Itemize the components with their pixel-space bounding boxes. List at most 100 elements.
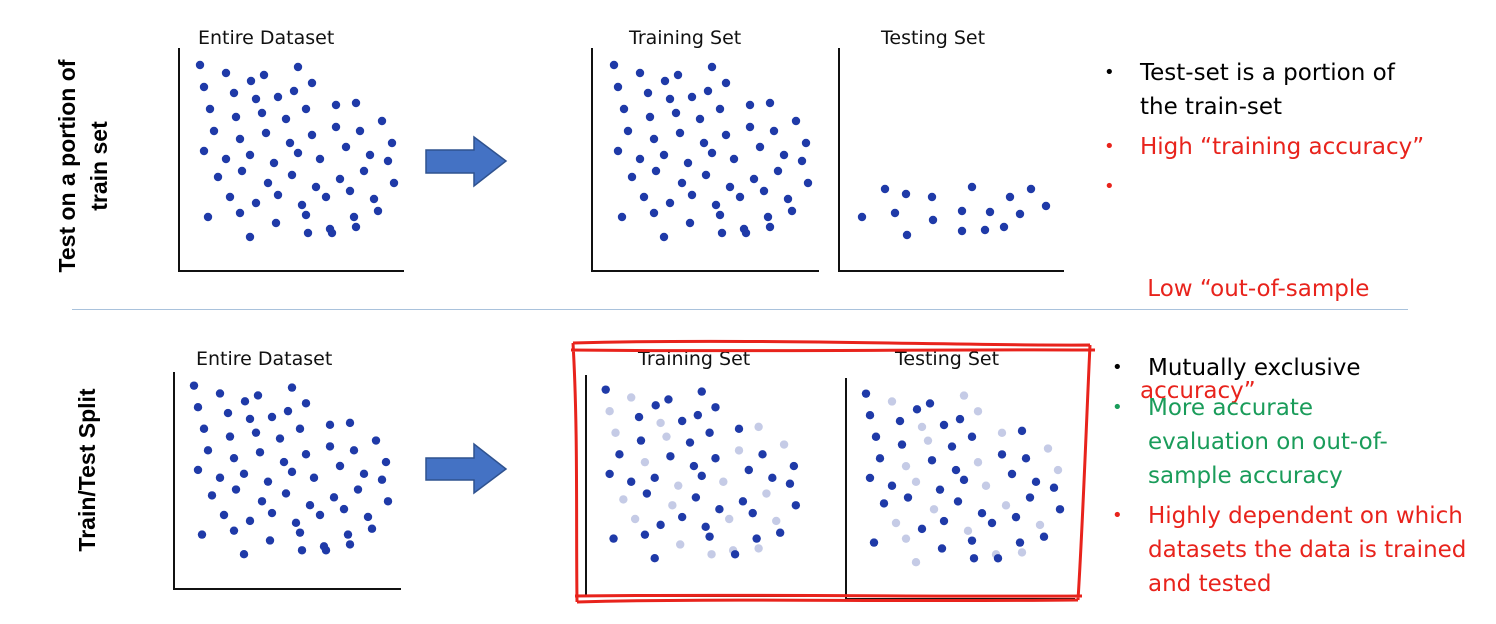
data-point bbox=[223, 408, 233, 418]
data-point bbox=[363, 512, 373, 522]
data-point bbox=[387, 138, 397, 148]
top-training-axes bbox=[591, 48, 819, 272]
data-point bbox=[265, 536, 275, 545]
data-point bbox=[1031, 477, 1041, 487]
data-point bbox=[287, 467, 297, 477]
data-point bbox=[257, 497, 267, 506]
data-point bbox=[303, 228, 313, 238]
data-point bbox=[947, 442, 957, 451]
data-point bbox=[371, 436, 381, 445]
data-point bbox=[605, 407, 614, 416]
data-point bbox=[246, 76, 256, 86]
data-point bbox=[240, 397, 250, 406]
data-point bbox=[977, 509, 987, 518]
data-point bbox=[911, 477, 921, 487]
data-point bbox=[615, 450, 624, 459]
data-point bbox=[662, 432, 671, 441]
data-point bbox=[715, 210, 725, 220]
bottom-bullet-2-line-3: sample accuracy bbox=[1148, 463, 1343, 489]
data-point bbox=[785, 479, 795, 488]
data-point bbox=[640, 530, 650, 539]
data-point bbox=[221, 154, 231, 164]
data-point bbox=[267, 412, 277, 422]
data-point bbox=[779, 150, 789, 160]
data-point bbox=[617, 212, 627, 222]
data-point bbox=[1041, 201, 1051, 211]
data-point bbox=[287, 383, 297, 392]
data-point bbox=[705, 532, 714, 541]
data-point bbox=[601, 385, 610, 394]
row-divider bbox=[72, 309, 1408, 310]
data-point bbox=[195, 60, 205, 70]
data-point bbox=[193, 465, 203, 475]
data-point bbox=[711, 403, 720, 412]
data-point bbox=[199, 82, 209, 92]
top-bullet-2: • High “training accuracy” bbox=[1100, 130, 1480, 164]
data-point bbox=[789, 461, 799, 471]
top-entire-axes bbox=[178, 48, 404, 272]
top-bullet-1-line-2: the train-set bbox=[1140, 94, 1283, 120]
data-point bbox=[730, 550, 740, 559]
bottom-testing-axes bbox=[845, 378, 1075, 600]
data-point bbox=[649, 208, 659, 218]
data-point bbox=[287, 170, 297, 180]
data-point bbox=[307, 78, 317, 88]
data-point bbox=[245, 232, 255, 242]
data-point bbox=[717, 228, 727, 238]
data-point bbox=[735, 192, 745, 202]
data-point bbox=[283, 406, 293, 416]
data-point bbox=[225, 432, 235, 441]
data-point bbox=[640, 457, 650, 467]
bottom-bullet-1-line-1: Mutually exclusive bbox=[1148, 355, 1361, 381]
data-point bbox=[623, 126, 633, 136]
data-point bbox=[901, 189, 911, 199]
data-point bbox=[677, 512, 687, 522]
data-point bbox=[721, 130, 731, 140]
data-point bbox=[321, 546, 331, 555]
data-point bbox=[1017, 548, 1027, 557]
data-point bbox=[331, 100, 341, 110]
data-point bbox=[660, 76, 670, 86]
data-point bbox=[725, 182, 735, 192]
data-point bbox=[267, 508, 277, 518]
data-point bbox=[697, 471, 706, 481]
data-point bbox=[887, 397, 897, 406]
data-point bbox=[699, 138, 709, 148]
data-point bbox=[985, 207, 995, 217]
data-point bbox=[901, 534, 911, 543]
data-point bbox=[611, 428, 620, 437]
data-point bbox=[687, 190, 697, 200]
data-point bbox=[738, 497, 748, 506]
data-point bbox=[636, 436, 646, 445]
data-point bbox=[928, 215, 938, 225]
data-point bbox=[285, 138, 295, 148]
data-point bbox=[383, 156, 393, 166]
data-point bbox=[639, 192, 649, 202]
data-point bbox=[263, 477, 273, 486]
data-point bbox=[650, 473, 659, 483]
data-point bbox=[715, 505, 724, 514]
data-point bbox=[734, 424, 744, 434]
data-point bbox=[903, 493, 913, 502]
data-point bbox=[997, 428, 1007, 438]
data-point bbox=[772, 516, 781, 526]
bottom-bullet-3-line-3: and tested bbox=[1148, 571, 1272, 597]
data-point bbox=[768, 473, 777, 483]
bottom-bullet-2-line-2: evaluation on out-of- bbox=[1148, 429, 1388, 455]
data-point bbox=[935, 485, 945, 494]
top-bullet-3-line-2: accuracy” bbox=[1140, 378, 1256, 404]
data-point bbox=[359, 166, 369, 176]
data-point bbox=[273, 92, 283, 102]
data-point bbox=[339, 504, 349, 514]
data-point bbox=[676, 540, 685, 549]
data-point bbox=[627, 172, 637, 182]
data-point bbox=[752, 534, 761, 543]
data-point bbox=[203, 212, 213, 222]
data-point bbox=[634, 412, 644, 422]
data-point bbox=[929, 505, 939, 514]
data-point bbox=[677, 416, 687, 426]
data-point bbox=[721, 78, 731, 88]
data-point bbox=[281, 489, 291, 498]
data-point bbox=[309, 473, 319, 482]
bottom-bullet-2-line-1: More accurate bbox=[1148, 395, 1314, 421]
